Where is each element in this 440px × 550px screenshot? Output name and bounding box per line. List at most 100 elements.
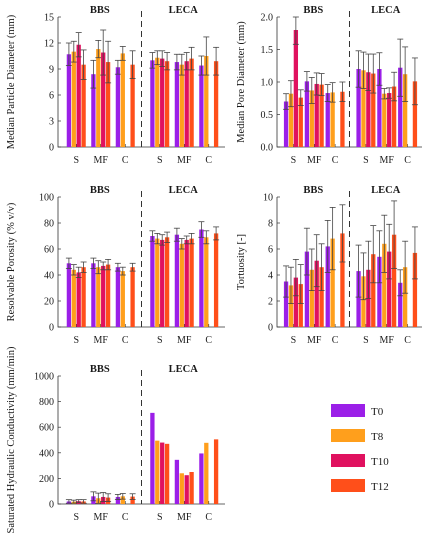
legend-label: T10 <box>371 456 389 468</box>
bar <box>189 472 194 504</box>
bar <box>105 62 111 147</box>
bar <box>130 267 135 327</box>
bar <box>402 267 408 327</box>
bar <box>361 70 366 147</box>
y-tick-label: 40 <box>44 271 54 282</box>
y-tick-label: 200 <box>39 474 54 485</box>
x-tick-label: MF <box>94 155 109 166</box>
bar <box>402 74 408 147</box>
bar <box>412 81 418 147</box>
bar <box>293 30 299 147</box>
bar <box>398 282 403 327</box>
chart-panel-1: 0 3 6 9 12 15 Median Particle Diameter (mm) BBS… <box>6 5 225 166</box>
bar <box>115 267 121 327</box>
bar <box>164 61 170 148</box>
bar <box>382 93 387 147</box>
bar <box>184 475 189 504</box>
bar <box>179 473 184 504</box>
bar <box>387 251 392 327</box>
bar <box>377 256 382 327</box>
y-tick-label: 6 <box>49 91 54 102</box>
legend-swatch <box>331 454 365 467</box>
x-tick-label: MF <box>177 512 192 523</box>
legend-swatch <box>331 479 365 492</box>
bar <box>314 83 319 147</box>
bar <box>81 64 86 147</box>
bar <box>340 91 345 147</box>
bar <box>155 440 160 504</box>
bar <box>130 64 135 147</box>
group-label-leca: LECA <box>169 5 199 16</box>
bar <box>204 442 209 504</box>
bar <box>371 254 376 327</box>
bar <box>391 86 397 147</box>
x-tick-label: C <box>332 335 339 346</box>
x-tick-label: S <box>157 155 163 166</box>
bar <box>189 238 194 327</box>
legend-item-t0: T0 <box>331 404 384 418</box>
legend-label: T12 <box>371 481 389 493</box>
bar <box>184 239 189 327</box>
y-axis-label: Tortuosity [-] <box>236 234 247 290</box>
y-tick-label: 1000 <box>34 372 54 383</box>
y-tick-label: 15 <box>44 13 54 24</box>
bar <box>101 52 106 147</box>
bar <box>314 260 319 327</box>
x-tick-label: S <box>363 335 369 346</box>
bar <box>174 62 180 147</box>
bar <box>164 443 170 504</box>
bar <box>105 264 111 327</box>
y-tick-label: 4 <box>268 271 273 282</box>
y-tick-label: 100 <box>39 193 54 204</box>
y-tick-label: 20 <box>44 297 54 308</box>
bar <box>179 243 184 327</box>
bar <box>96 267 101 327</box>
y-tick-label: 0.5 <box>261 110 274 121</box>
bar <box>283 281 289 327</box>
bar <box>76 272 81 327</box>
group-label-bbs: BBS <box>90 5 110 16</box>
bar <box>174 234 180 327</box>
bar <box>319 84 324 147</box>
bar <box>325 246 330 327</box>
x-tick-label: S <box>157 335 163 346</box>
group-label-leca: LECA <box>169 185 199 196</box>
x-tick-label: MF <box>307 335 322 346</box>
group-label-bbs: BBS <box>90 364 110 375</box>
bar <box>115 496 121 504</box>
bar <box>164 237 170 327</box>
bar <box>101 265 106 327</box>
x-tick-label: MF <box>94 512 109 523</box>
bar <box>309 269 314 327</box>
x-tick-label: C <box>205 512 212 523</box>
bar <box>71 269 76 327</box>
bar <box>371 73 376 147</box>
group-label-bbs: BBS <box>303 185 323 196</box>
y-tick-label: 0 <box>49 323 54 334</box>
group-label-bbs: BBS <box>303 5 323 16</box>
y-tick-label: 60 <box>44 245 54 256</box>
bar <box>189 58 194 147</box>
bar <box>130 496 135 504</box>
y-tick-label: 12 <box>44 39 54 50</box>
legend: T0 T8 T10 T12 <box>331 404 389 493</box>
bar <box>96 49 101 147</box>
bar <box>66 263 72 327</box>
y-tick-label: 0 <box>49 143 54 154</box>
y-axis-label: Median Particle Diameter (mm) <box>6 14 17 149</box>
legend-label: T8 <box>371 431 384 443</box>
bar <box>199 453 204 504</box>
bar <box>298 284 303 327</box>
y-tick-label: 400 <box>39 448 54 459</box>
y-axis-label: Resolvable Porosity (% v/v) <box>6 202 17 321</box>
y-tick-label: 80 <box>44 219 54 230</box>
bar <box>283 101 289 147</box>
x-tick-label: S <box>291 155 297 166</box>
chart-panel-3: 0 20 40 60 80 100 Resolvable Porosity (% v/v) B… <box>6 185 225 346</box>
chart-panel-2: 0.0 0.5 1.0 1.5 2.0 Median Pore Diameter (mm)… <box>236 5 422 166</box>
legend-swatch <box>331 429 365 442</box>
bar <box>120 53 125 147</box>
x-tick-label: MF <box>94 335 109 346</box>
bar <box>361 276 366 327</box>
